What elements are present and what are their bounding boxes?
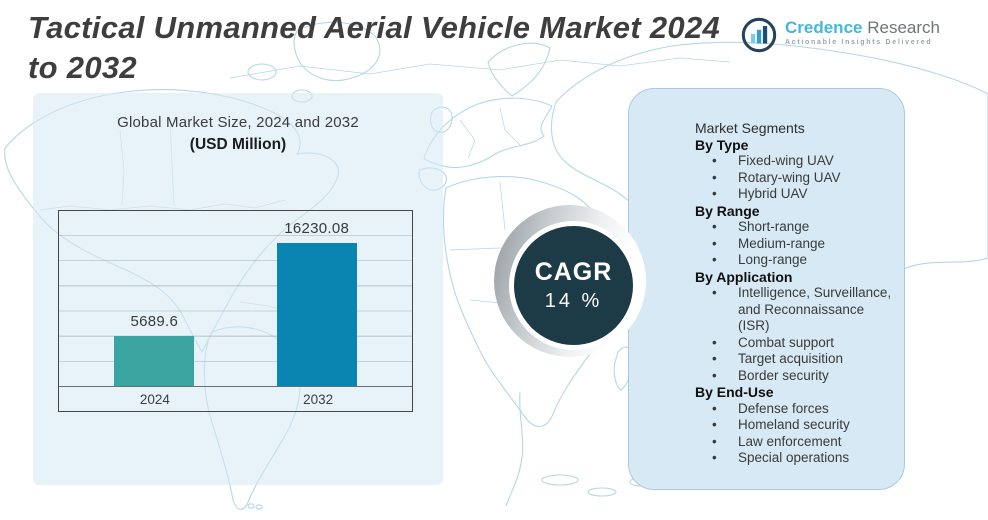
segment-item-label: Homeland security bbox=[738, 417, 850, 432]
bullet-icon: • bbox=[712, 153, 717, 168]
segment-item-label: Border security bbox=[738, 367, 829, 383]
segment-item: • Medium-range bbox=[695, 236, 892, 253]
market-size-chart-panel: Global Market Size, 2024 and 2032 (USD M… bbox=[33, 93, 443, 485]
page-title: Tactical Unmanned Aerial Vehicle Market … bbox=[28, 8, 720, 88]
bullet-icon: • bbox=[712, 417, 717, 432]
segment-item: • Target acquisition bbox=[695, 351, 892, 368]
bar-category-label: 2032 bbox=[303, 392, 334, 407]
brand-name-primary: Credence bbox=[785, 18, 863, 37]
bullet-icon: • bbox=[712, 400, 717, 416]
segment-item: • Combat support bbox=[695, 335, 892, 352]
segments-list: By Type • Fixed-wing UAV • Rotary-wing UAV • H… bbox=[695, 137, 892, 467]
segment-item-label: Target acquisition bbox=[738, 351, 844, 366]
bullet-icon: • bbox=[712, 433, 717, 449]
cagr-value: 14 % bbox=[544, 290, 603, 312]
segment-item: • Fixed-wing UAV bbox=[695, 153, 892, 170]
bar-chart-circle-icon bbox=[741, 17, 777, 53]
bullet-icon: • bbox=[712, 219, 717, 234]
segment-item: • Law enforcement bbox=[695, 434, 892, 451]
bar-value-label: 16230.08 bbox=[284, 220, 350, 237]
page-title-line1: Tactical Unmanned Aerial Vehicle Market … bbox=[28, 10, 721, 45]
bullet-icon: • bbox=[712, 235, 717, 251]
page-title-line2: to 2032 bbox=[28, 50, 137, 85]
bullet-icon: • bbox=[712, 367, 717, 383]
cagr-badge: CAGR 14 % bbox=[514, 226, 633, 345]
segment-item-label: Medium-range bbox=[738, 235, 826, 251]
segment-item: • Long-range bbox=[695, 252, 892, 269]
brand-logo: Credence Research Actionable Insights De… bbox=[740, 16, 940, 54]
bullet-icon: • bbox=[712, 285, 717, 300]
segment-item-label: Rotary-wing UAV bbox=[738, 169, 841, 185]
bullet-icon: • bbox=[712, 334, 717, 350]
segment-group-heading: By Range bbox=[695, 202, 760, 219]
segment-item: • Border security bbox=[695, 368, 892, 385]
brand-name: Credence Research bbox=[785, 18, 940, 37]
segments-title: Market Segments bbox=[695, 120, 805, 136]
bullet-icon: • bbox=[712, 186, 717, 201]
segment-item: • Hybrid UAV bbox=[695, 186, 892, 203]
segment-group-heading: By Application bbox=[695, 268, 793, 285]
chart-plot-area: 5689.6 16230.08 bbox=[59, 211, 412, 387]
brand-name-secondary: Research bbox=[867, 18, 940, 37]
brand-text: Credence Research Actionable Insights De… bbox=[785, 16, 940, 46]
segment-item-label: Fixed-wing UAV bbox=[738, 153, 834, 168]
segment-item-label: Long-range bbox=[738, 252, 808, 267]
segment-item: • Short-range bbox=[695, 219, 892, 236]
bar-2024 bbox=[114, 336, 195, 386]
segment-item-label: Combat support bbox=[738, 334, 835, 350]
segment-item-label: Law enforcement bbox=[738, 433, 842, 449]
bullet-icon: • bbox=[712, 450, 717, 465]
bar-2032 bbox=[276, 243, 357, 386]
chart-subtitle: (USD Million) bbox=[189, 136, 287, 153]
segment-group-heading: By End-Use bbox=[695, 384, 774, 400]
segment-item: • Special operations bbox=[695, 450, 892, 467]
bar-chart: 5689.6 16230.08 2024 2032 bbox=[58, 210, 413, 412]
bullet-icon: • bbox=[712, 351, 717, 366]
segment-item-label: Hybrid UAV bbox=[738, 186, 808, 201]
brand-tagline: Actionable Insights Delivered bbox=[785, 39, 933, 46]
segment-item-label: Intelligence, Surveillance, and Reconnai… bbox=[738, 285, 892, 333]
segment-item: • Homeland security bbox=[695, 417, 892, 434]
segment-item: • Rotary-wing UAV bbox=[695, 170, 892, 187]
segment-item-label: Special operations bbox=[738, 450, 850, 465]
segment-item-label: Defense forces bbox=[738, 400, 829, 416]
chart-title: Global Market Size, 2024 and 2032 bbox=[117, 114, 359, 131]
bullet-icon: • bbox=[712, 252, 717, 267]
segment-item-label: Short-range bbox=[738, 219, 810, 234]
segment-item: • Defense forces bbox=[695, 401, 892, 418]
segment-group-heading: By Type bbox=[695, 136, 749, 153]
bullet-icon: • bbox=[712, 169, 717, 185]
bar-category-label: 2024 bbox=[139, 392, 170, 407]
market-segments-panel: Market Segments By Type • Fixed-wing UAV • R… bbox=[628, 88, 905, 490]
segment-item: • Intelligence, Surveillance, and Reconna… bbox=[695, 285, 892, 335]
cagr-label: CAGR bbox=[534, 258, 613, 286]
bar-value-label: 5689.6 bbox=[130, 313, 179, 330]
